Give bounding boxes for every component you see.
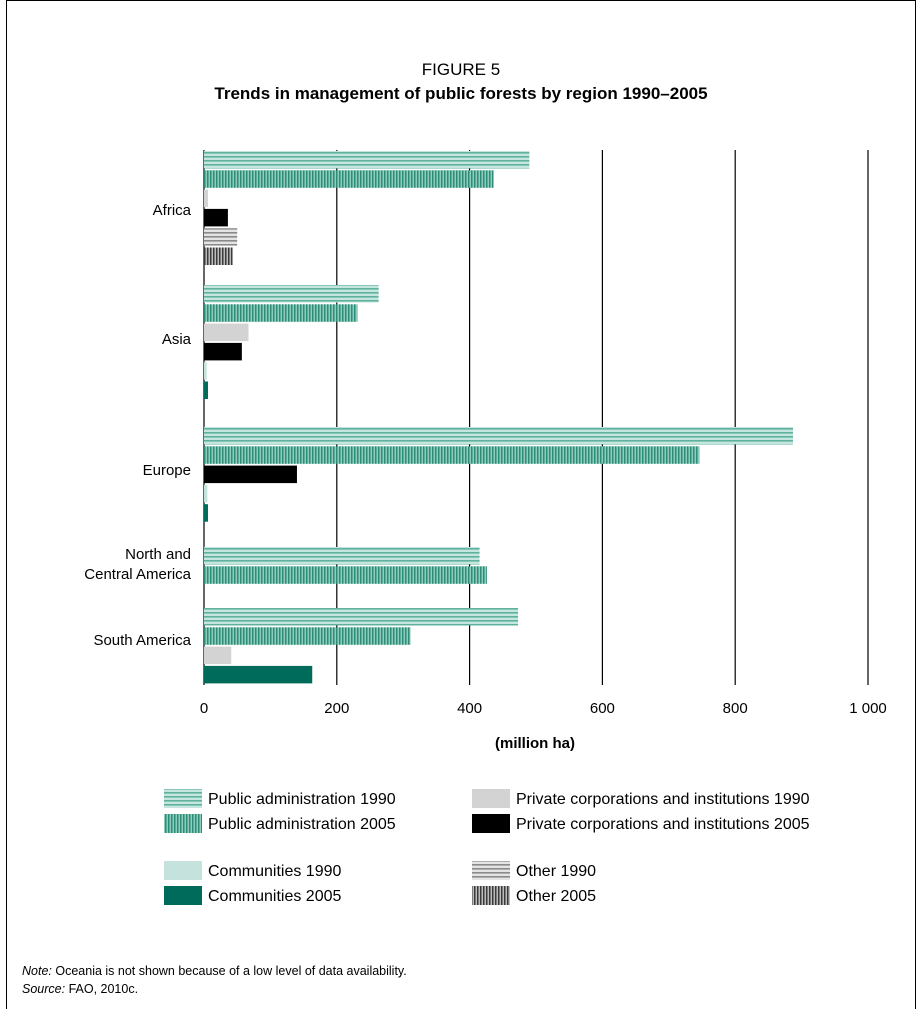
legend-swatch-6	[472, 861, 510, 880]
bar-asia-series-4	[204, 362, 207, 380]
bar-africa-series-3	[204, 208, 228, 227]
legend-swatch-2	[472, 789, 510, 808]
category-label-0: Africa	[153, 202, 192, 219]
x-tick-label-1000: 1 000	[849, 700, 887, 717]
bar-north-and-central-america-series-0	[204, 547, 480, 565]
legend-label-7: Other 2005	[516, 888, 596, 905]
source-text: FAO, 2010c.	[65, 982, 139, 996]
bar-south-america-series-5	[204, 665, 313, 684]
bar-europe-series-0	[204, 427, 793, 445]
category-label-1: Asia	[162, 331, 192, 348]
legend-swatch-4	[164, 861, 202, 880]
bar-africa-series-1	[204, 170, 494, 188]
figure-title: Trends in management of public forests b…	[214, 84, 708, 103]
x-tick-label-0: 0	[200, 700, 208, 717]
bar-south-america-series-0	[204, 608, 519, 626]
note-line: Note: Oceania is not shown because of a …	[22, 962, 407, 980]
bar-africa-series-6	[204, 228, 238, 246]
legend-label-4: Communities 1990	[208, 863, 342, 880]
grid-lines	[203, 150, 869, 685]
bar-asia-series-3	[204, 342, 242, 361]
x-tick-labels: 0 200 400 600 800 1 000	[200, 700, 887, 717]
legend-label-0: Public administration 1990	[208, 791, 396, 808]
bar-asia-series-0	[204, 285, 379, 303]
bar-europe-series-3	[204, 465, 297, 484]
source-line: Source: FAO, 2010c.	[22, 980, 407, 998]
category-label-3: North and Central America	[84, 546, 191, 583]
category-labels: Africa Asia Europe North and Central America…	[84, 202, 191, 649]
bar-asia-series-1	[204, 304, 358, 322]
bar-europe-series-4	[204, 484, 208, 503]
bar-europe-series-5	[204, 504, 208, 522]
legend-label-6: Other 1990	[516, 863, 596, 880]
legend-swatch-0	[164, 789, 202, 808]
bar-asia-series-2	[204, 323, 249, 342]
x-tick-label-200: 200	[324, 700, 349, 717]
x-tick-label-800: 800	[723, 700, 748, 717]
legend-swatch-3	[472, 814, 510, 833]
legend-swatch-5	[164, 886, 202, 905]
note-label: Note:	[22, 964, 52, 978]
x-axis-title: (million ha)	[495, 735, 575, 752]
legend-swatch-7	[472, 886, 510, 905]
legend: Public administration 1990 Public adminis…	[164, 789, 810, 905]
x-tick-label-400: 400	[457, 700, 482, 717]
bar-south-america-series-1	[204, 627, 411, 645]
legend-label-1: Public administration 2005	[208, 816, 396, 833]
x-tick-label-600: 600	[590, 700, 615, 717]
source-label: Source:	[22, 982, 66, 996]
bars	[204, 151, 793, 684]
legend-swatch-1	[164, 814, 202, 833]
category-label-4: South America	[93, 632, 191, 649]
figure-label: FIGURE 5	[421, 60, 501, 79]
legend-label-2: Private corporations and institutions 19…	[516, 791, 810, 808]
legend-label-5: Communities 2005	[208, 888, 342, 905]
bar-asia-series-5	[204, 381, 208, 399]
bar-africa-series-2	[204, 189, 208, 208]
bar-africa-series-7	[204, 247, 233, 265]
note-text: Oceania is not shown because of a low le…	[51, 964, 407, 978]
bar-south-america-series-2	[204, 646, 232, 665]
category-label-2: Europe	[143, 462, 191, 479]
notes: Note: Oceania is not shown because of a …	[22, 962, 407, 998]
figure-frame	[6, 0, 916, 1009]
bar-north-and-central-america-series-1	[204, 566, 487, 584]
bar-europe-series-1	[204, 446, 700, 464]
bar-africa-series-0	[204, 151, 530, 169]
legend-label-3: Private corporations and institutions 20…	[516, 816, 810, 833]
